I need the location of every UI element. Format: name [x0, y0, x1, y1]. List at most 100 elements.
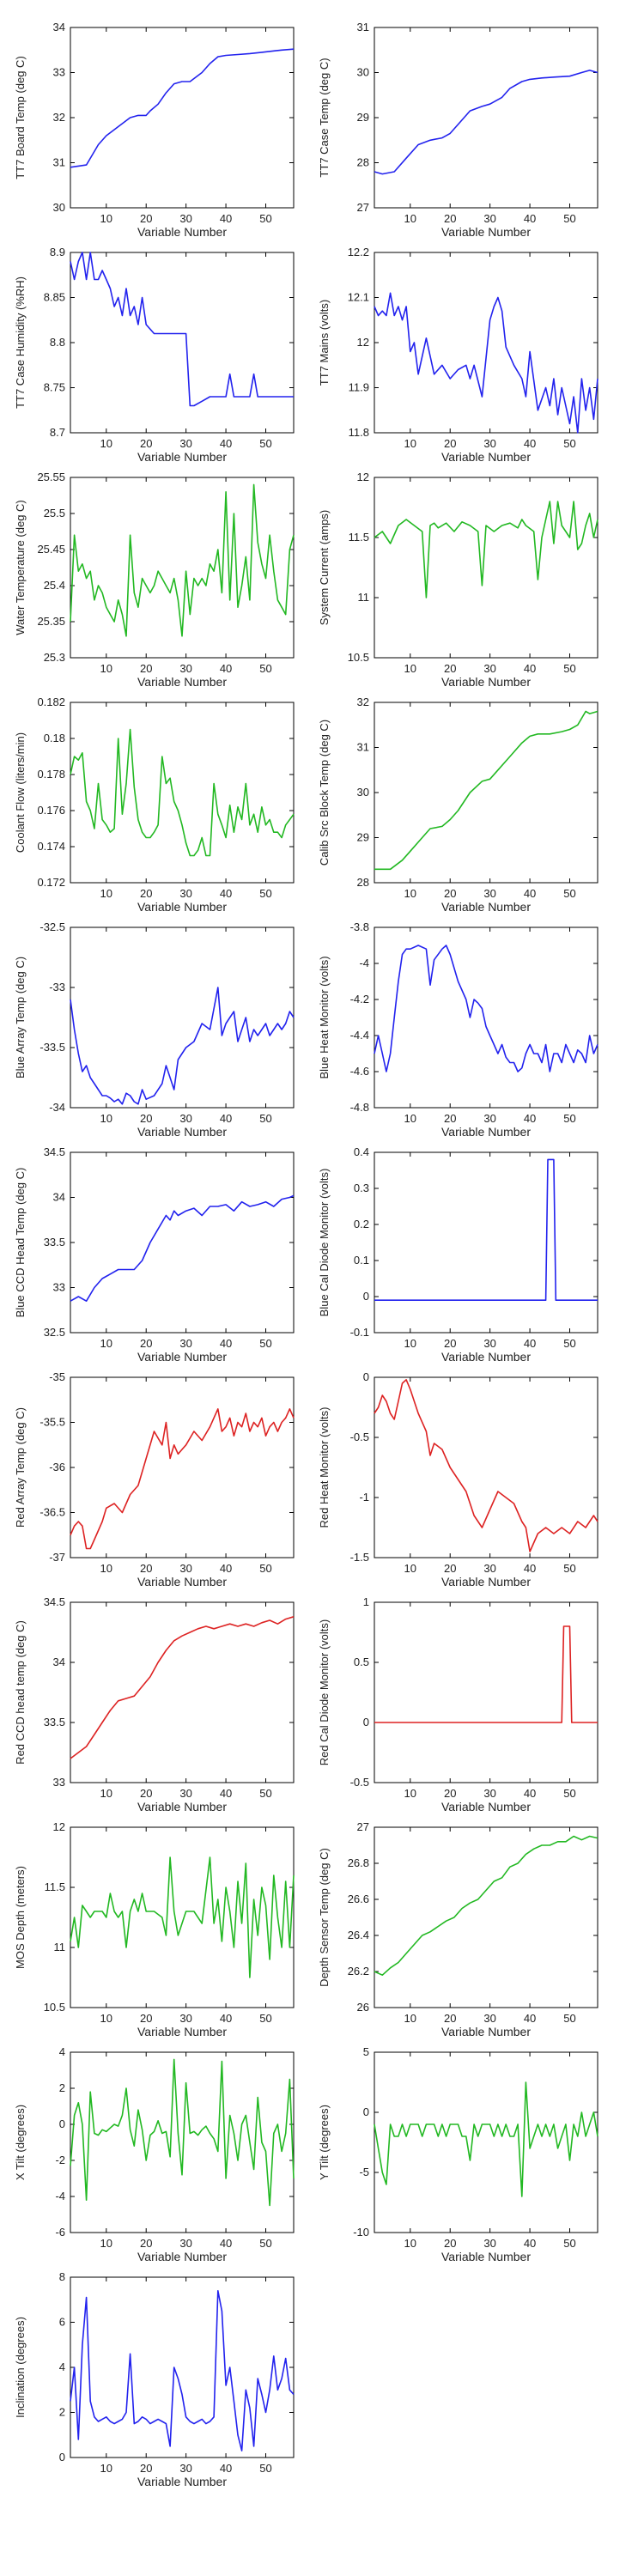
x-tick-label: 20	[444, 1337, 456, 1350]
x-tick-label: 40	[524, 437, 536, 450]
series-line	[374, 292, 598, 434]
y-tick-label: 25.35	[37, 615, 65, 628]
x-axis-label: Variable Number	[137, 450, 227, 464]
x-tick-label: 30	[483, 662, 495, 675]
y-tick-label: 26.2	[348, 1965, 369, 1978]
series-line	[70, 728, 295, 857]
y-tick-label: 31	[357, 741, 369, 754]
series-line	[374, 945, 598, 1072]
y-tick-label: 26.4	[348, 1929, 369, 1941]
y-tick-label: -2	[55, 2154, 65, 2166]
plot-frame	[374, 2051, 598, 2233]
y-axis-label: TT7 Mains (volts)	[318, 300, 331, 386]
y-tick-label: -4.6	[350, 1065, 369, 1078]
y-tick-label: 12	[357, 336, 369, 349]
x-tick-label: 30	[483, 1112, 495, 1125]
y-tick-label: 8.7	[50, 426, 65, 439]
y-tick-label: -36.5	[39, 1506, 65, 1519]
y-axis-label: TT7 Case Humidity (%RH)	[14, 276, 27, 409]
y-axis-label: Calib Src Block Temp (deg C)	[318, 720, 331, 866]
x-tick-label: 20	[140, 437, 152, 450]
y-tick-label: 31	[357, 21, 369, 33]
chart-panel-20: -10 -5 0 5 10 20 30 40 50 Variable Number Y Tilt (…	[318, 2045, 598, 2263]
chart-panel-12: -0.1 0 0.1 0.2 0.3 0.4 10 20 30 40 50 Variable Numb…	[318, 1145, 598, 1364]
x-tick-label: 30	[179, 887, 191, 900]
y-tick-label: 33	[53, 66, 65, 79]
x-tick-label: 10	[404, 437, 416, 450]
y-tick-label: 34	[53, 21, 65, 33]
y-tick-label: 0.4	[354, 1145, 369, 1158]
x-axis-label: Variable Number	[137, 2025, 227, 2038]
x-tick-label: 20	[444, 887, 456, 900]
y-tick-label: 0	[363, 2105, 369, 2118]
x-tick-label: 30	[179, 2012, 191, 2025]
x-tick-label: 40	[524, 1787, 536, 1800]
y-tick-label: 0.174	[37, 840, 65, 853]
x-tick-label: 50	[563, 212, 575, 225]
series-line	[70, 252, 294, 407]
y-tick-label: -33.5	[39, 1041, 65, 1054]
y-tick-label: 32	[53, 111, 65, 124]
x-tick-label: 30	[179, 1112, 191, 1125]
y-tick-label: 10.5	[44, 2001, 65, 2014]
plot-frame	[374, 27, 598, 209]
x-tick-label: 20	[444, 2237, 456, 2250]
y-axis-label: Coolant Flow (liters/min)	[14, 732, 27, 853]
y-tick-label: 33	[53, 1281, 65, 1294]
x-tick-label: 30	[179, 1787, 191, 1800]
y-tick-label: 0	[59, 2451, 65, 2464]
y-tick-label: -32.5	[39, 920, 65, 933]
x-tick-label: 50	[563, 887, 575, 900]
x-axis-label: Variable Number	[441, 225, 531, 239]
x-axis-label: Variable Number	[137, 675, 227, 689]
x-axis-label: Variable Number	[137, 900, 227, 914]
y-tick-label: -34	[49, 1101, 65, 1114]
y-tick-label: 0.182	[37, 696, 65, 708]
x-tick-label: 20	[444, 2012, 456, 2025]
y-axis-label: TT7 Board Temp (deg C)	[14, 56, 27, 179]
chart-panel-15: 33 33.5 34 34.5 10 20 30 40 50 Variable Number Red…	[14, 1595, 295, 1814]
x-tick-label: 30	[483, 212, 495, 225]
x-tick-label: 50	[259, 887, 271, 900]
x-tick-label: 10	[100, 2462, 112, 2475]
y-tick-label: 33	[53, 1776, 65, 1789]
y-axis-label: X Tilt (degrees)	[14, 2105, 27, 2180]
y-tick-label: 34.5	[44, 1595, 65, 1608]
x-tick-label: 40	[220, 2012, 232, 2025]
x-axis-label: Variable Number	[441, 1800, 531, 1814]
x-tick-label: 20	[140, 887, 152, 900]
y-tick-label: -37	[49, 1551, 65, 1564]
x-tick-label: 20	[140, 1562, 152, 1575]
y-tick-label: -4.2	[350, 993, 369, 1005]
plot-frame	[374, 1376, 598, 1558]
y-tick-label: 0.3	[354, 1182, 369, 1194]
plot-frame	[70, 702, 295, 884]
y-axis-label: Blue Array Temp (deg C)	[14, 957, 27, 1078]
x-tick-label: 30	[179, 2237, 191, 2250]
y-tick-label: -33	[49, 981, 65, 993]
x-axis-label: Variable Number	[441, 1125, 531, 1139]
y-tick-label: 4	[59, 2360, 65, 2373]
chart-panel-19: -6 -4 -2 0 2 4 10 20 30 40 50 Variable Number X Tilt…	[14, 2045, 295, 2263]
y-tick-label: 26	[357, 2001, 369, 2014]
chart-panel-21: 0 2 4 6 8 10 20 30 40 50 Variable Number Inclinatio…	[14, 2270, 295, 2488]
x-tick-label: 10	[100, 437, 112, 450]
series-line	[70, 1408, 295, 1550]
x-tick-label: 40	[220, 1562, 232, 1575]
chart-panel-18: 26 26.2 26.4 26.6 26.8 27 10 20 30 40 50 Variable N…	[318, 1820, 598, 2038]
x-tick-label: 10	[100, 2237, 112, 2250]
y-tick-label: 12.1	[348, 291, 369, 304]
plot-frame	[70, 2276, 295, 2458]
y-axis-label: Red Heat Monitor (volts)	[318, 1407, 331, 1528]
x-tick-label: 50	[563, 662, 575, 675]
y-tick-label: -3.8	[350, 920, 369, 933]
series-line	[374, 2081, 598, 2197]
series-line	[70, 1616, 295, 1759]
x-tick-label: 20	[444, 1787, 456, 1800]
x-tick-label: 50	[259, 1112, 271, 1125]
x-tick-label: 50	[259, 662, 271, 675]
x-tick-label: 50	[259, 1337, 271, 1350]
x-axis-label: Variable Number	[441, 2250, 531, 2263]
y-tick-label: -4	[359, 957, 369, 969]
x-tick-label: 40	[220, 662, 232, 675]
